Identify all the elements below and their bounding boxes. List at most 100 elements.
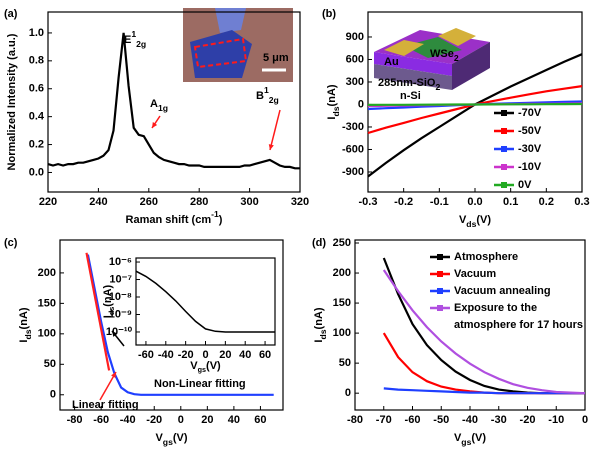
annotation-part: 5 μm bbox=[263, 52, 289, 64]
y-tick-label: 0 bbox=[50, 389, 56, 401]
data-line bbox=[382, 269, 586, 395]
y-axis-label-part: Normalized Intensity (a.u.) bbox=[6, 33, 18, 170]
photo-flake bbox=[215, 8, 246, 33]
legend-label: Vacuum annealing bbox=[454, 284, 551, 297]
legend-marker bbox=[501, 182, 507, 188]
x-axis-label-part: V bbox=[190, 360, 198, 372]
annotation: WSe2 bbox=[430, 48, 459, 63]
annotation-part: E bbox=[124, 34, 131, 46]
y-tick-label: 10⁻⁶ bbox=[109, 256, 132, 268]
y-tick-label: 10⁻⁹ bbox=[109, 308, 132, 320]
arrow-head bbox=[111, 372, 116, 378]
x-tick-label: -60 bbox=[93, 414, 109, 426]
panel-label: (c) bbox=[4, 237, 18, 249]
y-tick-label: 0 bbox=[358, 98, 364, 110]
annotation-part: 1g bbox=[158, 103, 168, 113]
x-tick-label: 220 bbox=[39, 196, 57, 208]
x-tick-label: -20 bbox=[146, 414, 162, 426]
y-tick-label: -600 bbox=[342, 143, 364, 155]
y-tick-label: -900 bbox=[342, 166, 364, 178]
y-tick-label: 600 bbox=[346, 53, 364, 65]
annotation: n-Si bbox=[400, 90, 421, 102]
legend-marker bbox=[501, 164, 507, 170]
x-axis-label-part: Raman shift (cm bbox=[126, 214, 212, 226]
x-tick-label: -20 bbox=[178, 349, 194, 361]
annotation-part: 1 bbox=[264, 85, 269, 95]
x-tick-label: 0.2 bbox=[539, 196, 554, 208]
data-line bbox=[383, 387, 585, 395]
x-tick-label: -80 bbox=[67, 414, 83, 426]
x-tick-label: -70 bbox=[376, 414, 392, 426]
photo-marker bbox=[193, 37, 248, 69]
y-axis-label-part: (nA) bbox=[326, 84, 338, 106]
annotation: B12g bbox=[256, 85, 279, 105]
plot-frame bbox=[47, 11, 301, 193]
legend-marker bbox=[501, 128, 507, 134]
annotation: E12g bbox=[124, 29, 146, 49]
x-tick-label: 20 bbox=[201, 414, 213, 426]
y-tick-label: 0.0 bbox=[29, 166, 44, 178]
annotation: Au bbox=[384, 56, 399, 68]
x-axis-label: Vds(V) bbox=[459, 214, 491, 229]
y-tick-label: 0.8 bbox=[29, 55, 44, 67]
legend-entry: -70V bbox=[518, 107, 541, 119]
legend-marker bbox=[437, 305, 443, 311]
y-axis-label-part: ds bbox=[331, 106, 341, 116]
arrow bbox=[269, 109, 281, 151]
x-tick-label: 320 bbox=[291, 196, 309, 208]
annotation-part: 2g bbox=[136, 39, 146, 49]
y-tick-label: 1.0 bbox=[29, 27, 44, 39]
data-line bbox=[135, 270, 275, 333]
x-axis-label: Vgs(V) bbox=[190, 360, 221, 375]
annotation-part: Au bbox=[384, 56, 399, 68]
legend-entry: -30V bbox=[518, 143, 541, 155]
annotation-part: 2 bbox=[435, 82, 440, 92]
y-axis-label-part: ds bbox=[23, 329, 33, 339]
x-tick-label: 60 bbox=[254, 414, 266, 426]
legend-label: Exposure to the atmosphere for 17 hours bbox=[454, 301, 583, 331]
x-axis-label-part: V bbox=[155, 432, 163, 444]
x-axis-label-part: V bbox=[459, 214, 467, 226]
legend-entry: 0V bbox=[518, 179, 531, 191]
arrow-head bbox=[152, 122, 158, 128]
y-axis-label: Ids(nA) bbox=[102, 284, 117, 318]
x-tick-label: 280 bbox=[190, 196, 208, 208]
x-axis-label-part: gs bbox=[461, 437, 471, 447]
x-axis-label: Raman shift (cm-1) bbox=[126, 209, 223, 226]
annotation-part: WSe bbox=[430, 48, 454, 60]
device-schematic bbox=[374, 28, 490, 90]
annotation-part: 2g bbox=[269, 95, 279, 105]
x-tick-label: -20 bbox=[520, 414, 536, 426]
data-line bbox=[47, 32, 300, 170]
x-tick-label: 0 bbox=[178, 414, 184, 426]
inset-photo bbox=[183, 8, 293, 82]
annotation-part: B bbox=[256, 90, 264, 102]
x-tick-label: 60 bbox=[259, 349, 271, 361]
x-tick-label: 0.3 bbox=[574, 196, 589, 208]
legend-marker bbox=[437, 271, 443, 277]
annotation: A1g bbox=[150, 98, 168, 113]
y-axis-label-part: (nA) bbox=[18, 307, 30, 329]
y-tick-label: 250 bbox=[333, 237, 351, 249]
y-axis-label-part: ds bbox=[318, 329, 328, 339]
x-axis-label-part: (V) bbox=[173, 432, 188, 444]
legend-entry: -10V bbox=[518, 161, 541, 173]
x-axis-label-part: V bbox=[454, 432, 462, 444]
annotation-part: 2 bbox=[454, 53, 459, 63]
y-tick-label: 150 bbox=[333, 297, 351, 309]
y-tick-label: 50 bbox=[339, 357, 351, 369]
photo-flake bbox=[190, 30, 252, 78]
y-axis-label-part: I bbox=[102, 315, 114, 318]
y-tick-label: 100 bbox=[333, 327, 351, 339]
x-tick-label: -40 bbox=[120, 414, 136, 426]
x-tick-label: -40 bbox=[158, 349, 174, 361]
panel-label: (a) bbox=[4, 8, 18, 20]
y-tick-label: 10⁻⁸ bbox=[109, 291, 132, 303]
legend-marker bbox=[437, 254, 443, 260]
inset-background bbox=[136, 258, 275, 345]
x-tick-label: -0.3 bbox=[359, 196, 378, 208]
x-tick-label: 40 bbox=[228, 414, 240, 426]
legend-label: -50V bbox=[518, 124, 542, 137]
